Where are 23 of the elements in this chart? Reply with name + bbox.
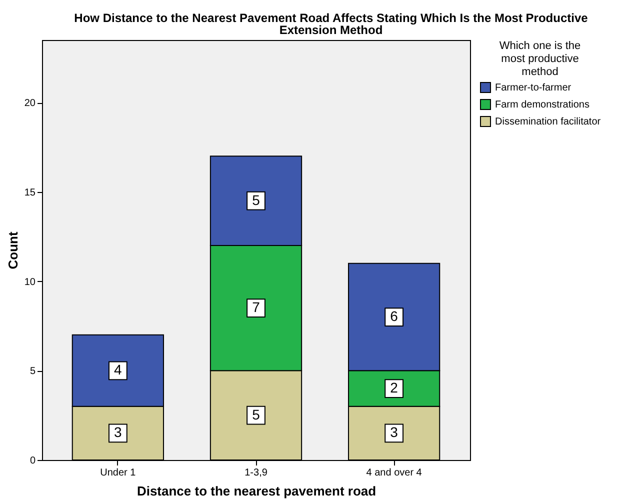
x-axis-title: Distance to the nearest pavement road	[136, 484, 376, 498]
data-label: 4	[114, 362, 122, 378]
y-tick-label: 0	[30, 456, 36, 466]
data-label: 3	[114, 424, 122, 440]
x-tick-label: Under 1	[100, 468, 136, 478]
data-label: 3	[390, 424, 398, 440]
legend-label: Farm demonstrations	[495, 100, 590, 110]
x-tick-label: 4 and over 4	[366, 468, 422, 478]
y-tick-label: 5	[30, 366, 36, 378]
chart-title: How Distance to the Nearest Pavement Road Affects Stating Which Is the Most Productive Extension Method	[74, 11, 588, 37]
data-label: 5	[252, 192, 260, 208]
x-tick-label: 1-3,9	[244, 468, 268, 478]
legend-label: Dissemination facilitator	[495, 116, 602, 128]
data-label: 7	[252, 299, 260, 316]
data-label: 5	[252, 406, 260, 422]
y-tick-label: 10	[24, 276, 36, 288]
y-axis-title: Count	[5, 231, 20, 270]
y-tick-label: 15	[24, 187, 36, 198]
legend-label: Farmer-to-farmer	[495, 82, 572, 94]
data-label: 6	[390, 308, 398, 324]
data-label: 2	[390, 380, 398, 396]
legend-title: Which one is the most productive method	[499, 40, 581, 78]
y-tick-label: 20	[24, 98, 36, 110]
